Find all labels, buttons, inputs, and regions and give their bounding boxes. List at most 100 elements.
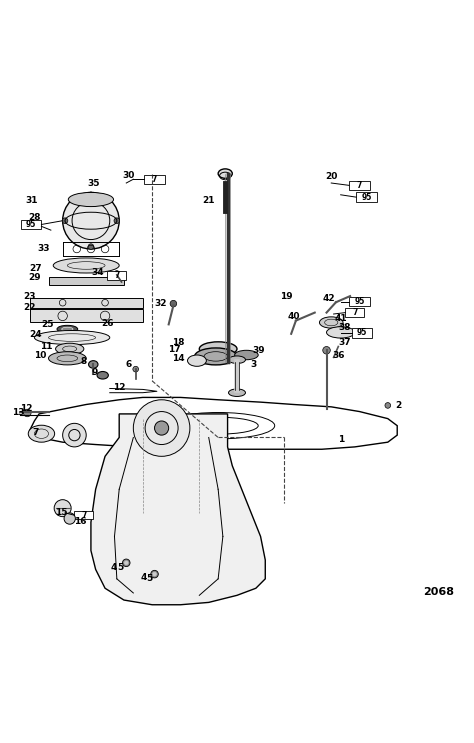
Circle shape: [323, 346, 330, 354]
Text: 7: 7: [81, 510, 87, 519]
Text: 23: 23: [23, 291, 36, 301]
Circle shape: [133, 366, 138, 372]
Ellipse shape: [35, 331, 110, 345]
Ellipse shape: [188, 355, 206, 366]
Polygon shape: [48, 277, 124, 285]
Text: 8: 8: [81, 357, 87, 366]
Text: 12: 12: [19, 403, 32, 413]
Ellipse shape: [89, 360, 98, 369]
Text: 32: 32: [155, 299, 167, 308]
FancyBboxPatch shape: [74, 511, 93, 519]
Ellipse shape: [48, 351, 86, 365]
Ellipse shape: [68, 192, 114, 207]
Ellipse shape: [97, 372, 109, 379]
Circle shape: [114, 218, 119, 224]
Text: 1: 1: [337, 435, 344, 444]
Text: 37: 37: [338, 338, 351, 347]
FancyBboxPatch shape: [346, 308, 364, 317]
Circle shape: [62, 218, 68, 224]
Text: 33: 33: [37, 244, 50, 253]
Text: 13: 13: [12, 409, 24, 418]
Text: 14: 14: [172, 354, 184, 363]
FancyBboxPatch shape: [108, 271, 126, 279]
Ellipse shape: [195, 348, 237, 365]
Text: 5: 5: [117, 563, 123, 573]
Circle shape: [88, 192, 94, 198]
Text: 34: 34: [91, 268, 104, 277]
Text: 40: 40: [287, 312, 300, 321]
Circle shape: [170, 300, 177, 307]
Text: 5: 5: [146, 574, 153, 583]
Polygon shape: [91, 414, 265, 605]
Circle shape: [124, 561, 128, 565]
FancyBboxPatch shape: [352, 328, 372, 337]
Circle shape: [114, 270, 119, 276]
Text: 3: 3: [250, 360, 256, 369]
Circle shape: [64, 513, 75, 524]
Circle shape: [385, 403, 391, 408]
Ellipse shape: [235, 350, 258, 360]
Circle shape: [155, 421, 169, 435]
Ellipse shape: [28, 425, 55, 442]
Text: 24: 24: [29, 330, 42, 340]
Text: 15: 15: [55, 508, 68, 517]
Ellipse shape: [319, 317, 343, 328]
FancyBboxPatch shape: [21, 220, 41, 229]
Text: 2068: 2068: [423, 587, 454, 597]
Text: 95: 95: [357, 328, 367, 337]
Text: 25: 25: [41, 320, 54, 329]
Text: 26: 26: [101, 319, 114, 328]
Circle shape: [153, 572, 156, 576]
Text: 39: 39: [252, 345, 264, 355]
Text: 95: 95: [355, 297, 365, 306]
Text: 35: 35: [87, 180, 100, 189]
Ellipse shape: [57, 325, 78, 333]
Text: 22: 22: [23, 303, 36, 312]
Text: 7: 7: [32, 428, 38, 438]
Text: 28: 28: [28, 213, 41, 222]
Text: 41: 41: [334, 314, 347, 322]
Polygon shape: [30, 309, 143, 322]
Text: 38: 38: [338, 323, 351, 332]
Text: 30: 30: [122, 171, 135, 180]
FancyBboxPatch shape: [349, 181, 370, 190]
Circle shape: [122, 559, 130, 567]
Text: 19: 19: [280, 291, 293, 301]
Text: 27: 27: [29, 265, 42, 273]
Text: 9: 9: [91, 368, 98, 377]
Text: 7: 7: [352, 308, 357, 317]
FancyBboxPatch shape: [349, 297, 370, 306]
Text: 11: 11: [40, 342, 53, 351]
Ellipse shape: [55, 343, 84, 354]
Circle shape: [63, 192, 119, 249]
Circle shape: [63, 424, 86, 447]
Text: 29: 29: [28, 273, 41, 282]
Circle shape: [88, 244, 94, 250]
Polygon shape: [30, 297, 143, 308]
Ellipse shape: [218, 169, 232, 178]
Text: 20: 20: [325, 172, 337, 181]
Text: 12: 12: [113, 383, 126, 392]
Ellipse shape: [199, 342, 237, 356]
FancyBboxPatch shape: [144, 175, 165, 184]
Text: 7: 7: [114, 271, 119, 280]
Circle shape: [54, 500, 71, 516]
Text: 7: 7: [152, 175, 157, 184]
Text: 2: 2: [395, 401, 401, 410]
Circle shape: [24, 409, 31, 417]
Text: 10: 10: [34, 351, 46, 360]
FancyBboxPatch shape: [356, 192, 377, 202]
Text: 36: 36: [332, 351, 345, 360]
Text: 16: 16: [74, 517, 87, 526]
Text: 18: 18: [172, 338, 184, 347]
Ellipse shape: [228, 389, 246, 397]
Ellipse shape: [62, 327, 73, 331]
Text: 17: 17: [168, 345, 181, 354]
Ellipse shape: [228, 356, 246, 363]
Text: 95: 95: [26, 220, 36, 229]
Text: 7: 7: [357, 181, 362, 190]
Text: 4: 4: [110, 562, 117, 571]
Circle shape: [133, 400, 190, 456]
Text: 6: 6: [126, 360, 132, 369]
Ellipse shape: [53, 258, 119, 273]
